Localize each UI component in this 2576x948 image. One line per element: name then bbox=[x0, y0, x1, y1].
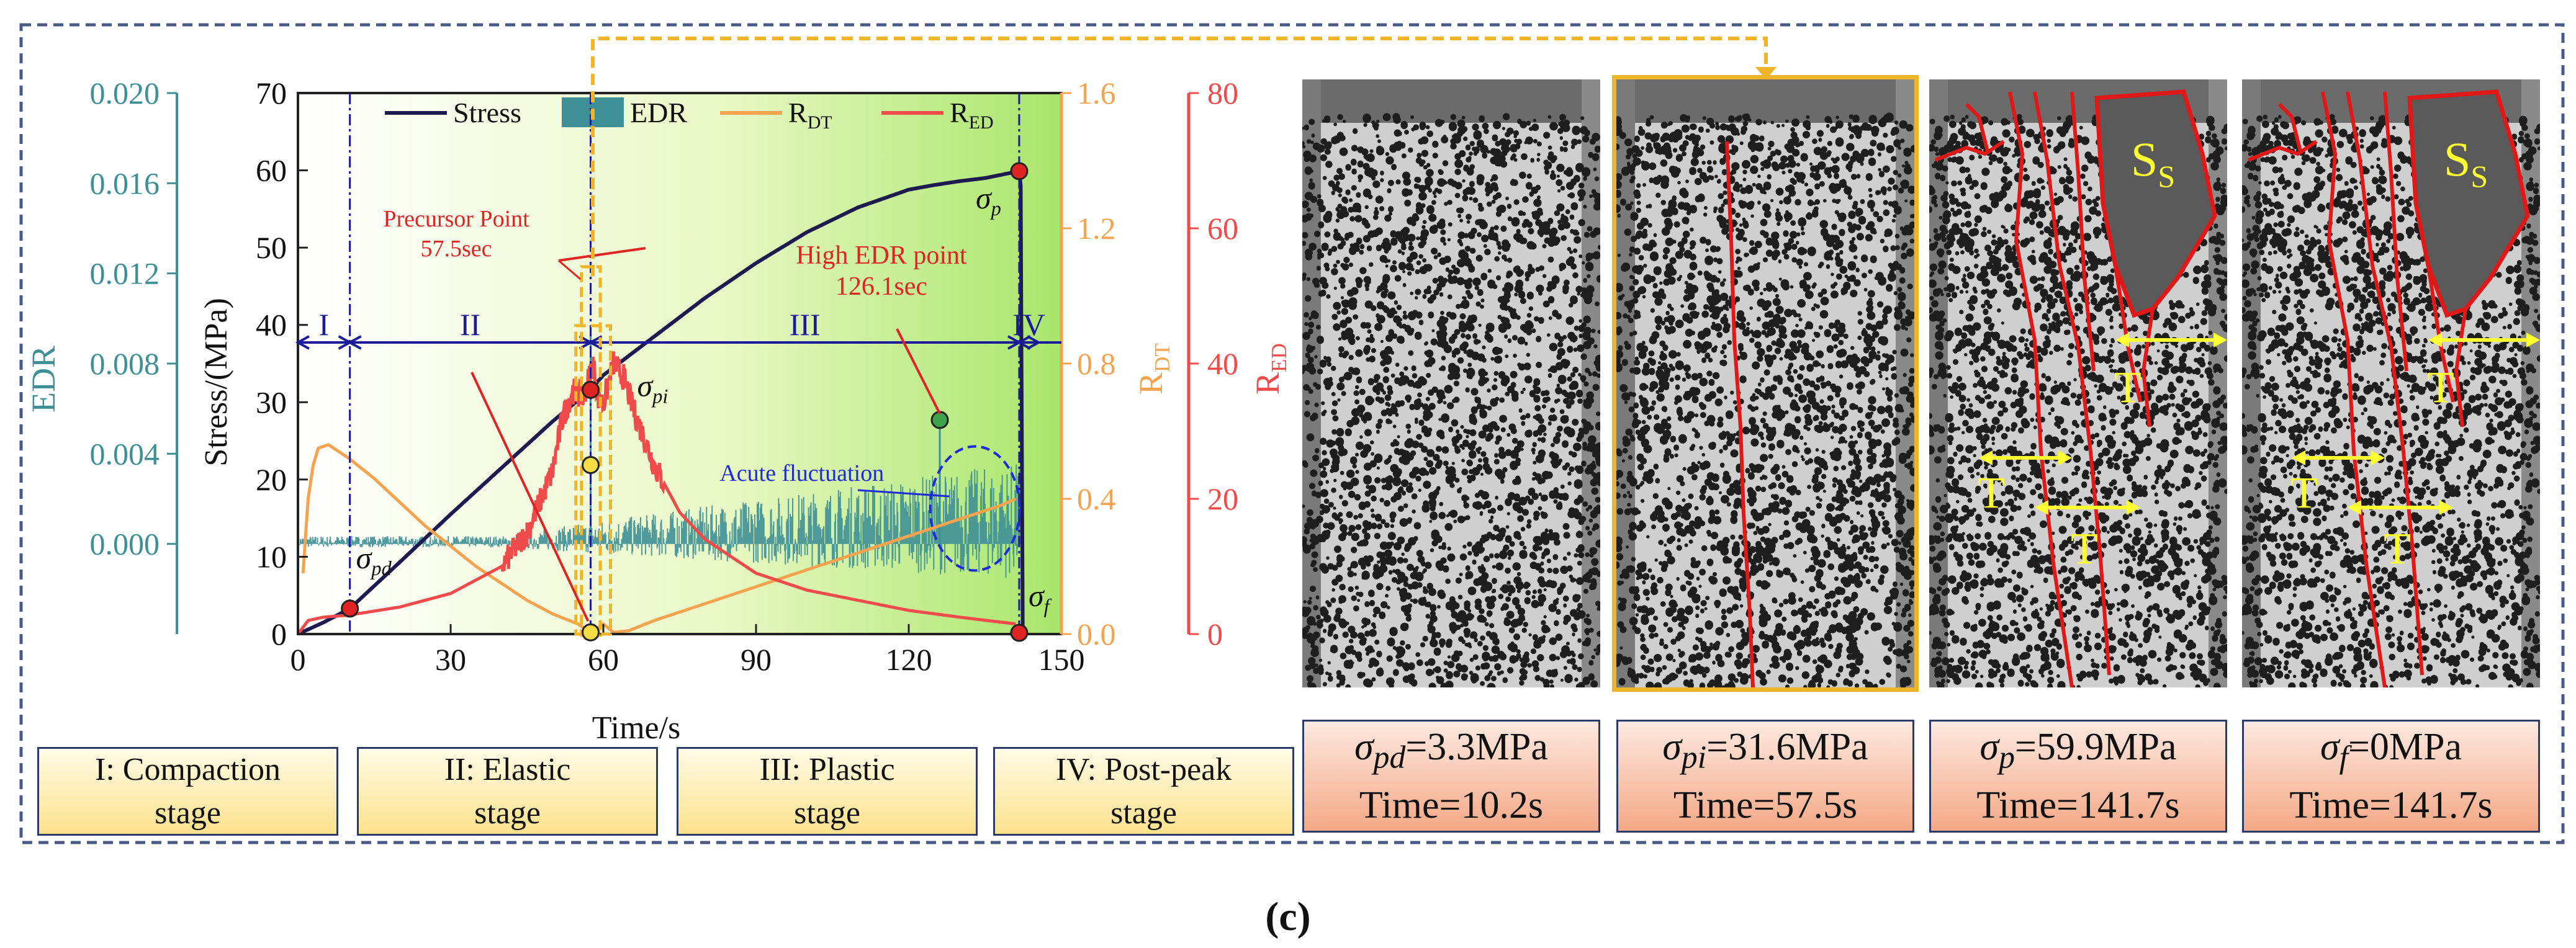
specimen-image-3: SS T T T bbox=[1929, 79, 2227, 687]
tension-label-2: T bbox=[2384, 524, 2411, 573]
rdt-tick-label: 1.6 bbox=[1077, 76, 1116, 110]
tension-label-1: T bbox=[1978, 468, 2005, 517]
rdt-min-marker bbox=[583, 624, 599, 640]
x-tick-label: 90 bbox=[741, 642, 772, 677]
figure-label: (c) bbox=[1210, 893, 1366, 941]
acute-fluctuation-label: Acute fluctuation bbox=[719, 460, 884, 486]
edr-high-marker bbox=[932, 412, 948, 428]
legend-label-0: Stress bbox=[453, 97, 521, 128]
legend-label-1: EDR bbox=[630, 97, 687, 128]
caption-pi: σpi=31.6MPa Time=57.5s bbox=[1616, 720, 1914, 833]
x-tick-label: 60 bbox=[588, 642, 619, 677]
red-tick-label: 0 bbox=[1207, 617, 1223, 651]
x-tick-label: 0 bbox=[290, 642, 306, 677]
edr-tick-label: 0.016 bbox=[90, 166, 160, 200]
stress-tick-label: 40 bbox=[256, 308, 287, 342]
caption-pd: σpd=3.3MPa Time=10.2s bbox=[1302, 720, 1600, 833]
high-edr-label-line2: 126.1sec bbox=[835, 272, 927, 301]
red-tick-label: 80 bbox=[1207, 76, 1238, 110]
connector-arrowhead bbox=[1755, 67, 1777, 79]
rdt-tick-label: 1.2 bbox=[1077, 211, 1116, 246]
point-sigma-pd bbox=[342, 601, 358, 617]
stress-tick-label: 30 bbox=[256, 385, 287, 419]
specimen-image-2 bbox=[1616, 79, 1914, 687]
rdt-axis-label: RDT bbox=[1132, 343, 1174, 395]
stress-tick-label: 20 bbox=[256, 462, 287, 497]
high-edr-label-line1: High EDR point bbox=[796, 241, 967, 270]
red-axis-label: RED bbox=[1249, 343, 1291, 395]
tension-label-0: T bbox=[2427, 362, 2454, 412]
red-tick-label: 60 bbox=[1207, 211, 1238, 246]
precursor-label-line2: 57.5sec bbox=[420, 236, 492, 262]
point-sigma-p bbox=[1011, 163, 1027, 179]
edr-tick-label: 0.008 bbox=[90, 346, 160, 381]
rdt-tick-label: 0.8 bbox=[1077, 346, 1116, 381]
stage-box-compaction: I: Compaction stage bbox=[37, 747, 338, 836]
stage-box-plastic: III: Plastic stage bbox=[677, 747, 978, 836]
x-tick-label: 120 bbox=[886, 642, 932, 677]
red-tick-label: 20 bbox=[1207, 481, 1238, 516]
stage-box-post-peak: IV: Post-peak stage bbox=[993, 747, 1294, 836]
stage-label-4: IV bbox=[1012, 307, 1045, 342]
caption-f: σf=0MPa Time=141.7s bbox=[2242, 720, 2540, 833]
stress-axis-label: Stress/(MPa) bbox=[199, 298, 234, 467]
red-tick-label: 40 bbox=[1207, 346, 1238, 381]
stress-tick-label: 10 bbox=[256, 539, 287, 574]
stage-label-3: III bbox=[790, 307, 821, 342]
rdt-spike-marker bbox=[583, 457, 599, 473]
rdt-tick-label: 0.4 bbox=[1077, 481, 1116, 516]
stress-tick-label: 0 bbox=[271, 617, 287, 651]
specimen-image-4: SS T T T bbox=[2242, 79, 2540, 687]
plot-background bbox=[298, 93, 1061, 634]
point-sigma-f bbox=[1011, 625, 1027, 641]
edr-tick-label: 0.012 bbox=[90, 256, 160, 291]
point-sigma-pi bbox=[583, 382, 599, 398]
x-axis-label: Time/s bbox=[592, 710, 681, 746]
specimen-surface bbox=[1302, 79, 1600, 687]
precursor-label-line1: Precursor Point bbox=[383, 206, 529, 232]
stress-tick-label: 60 bbox=[256, 153, 287, 188]
stage-label-1: I bbox=[318, 307, 329, 342]
tension-label-0: T bbox=[2114, 362, 2141, 412]
edr-tick-label: 0.004 bbox=[90, 436, 160, 471]
x-tick-label: 30 bbox=[435, 642, 466, 677]
edr-tick-label: 0.000 bbox=[90, 527, 160, 561]
tension-label-1: T bbox=[2290, 468, 2318, 517]
stress-tick-label: 70 bbox=[256, 76, 287, 110]
caption-p: σp=59.9MPa Time=141.7s bbox=[1929, 720, 2227, 833]
stage-box-elastic: II: Elastic stage bbox=[357, 747, 658, 836]
edr-axis-label: EDR bbox=[25, 346, 62, 413]
stress-tick-label: 50 bbox=[256, 230, 287, 265]
edr-tick-label: 0.020 bbox=[90, 76, 160, 110]
stage-label-2: II bbox=[460, 307, 480, 342]
rdt-tick-label: 0.0 bbox=[1077, 617, 1116, 651]
tension-label-2: T bbox=[2071, 524, 2098, 573]
specimen-image-1 bbox=[1302, 79, 1600, 687]
